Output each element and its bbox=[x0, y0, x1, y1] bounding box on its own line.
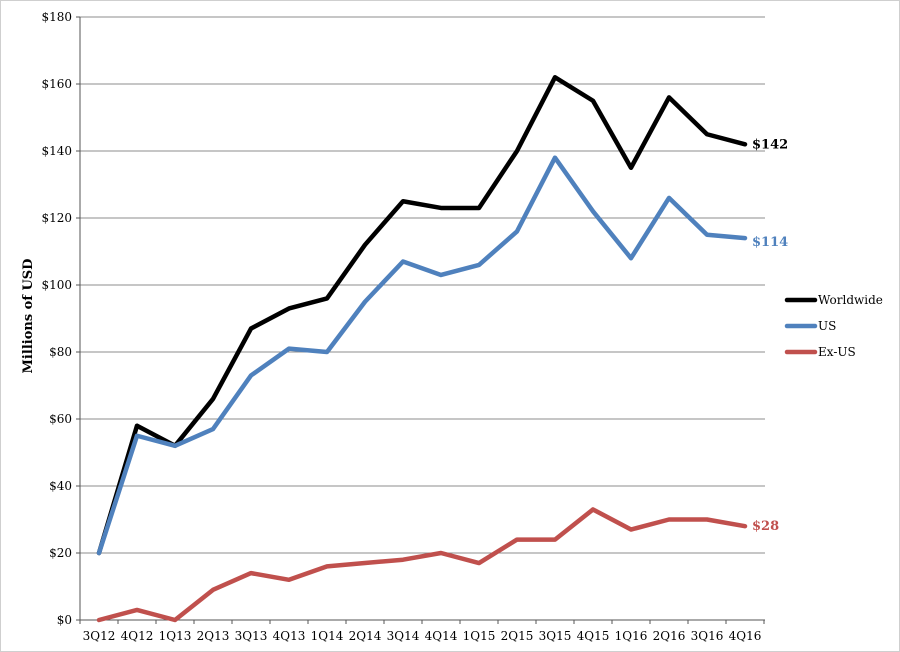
x-tick-label: 1Q15 bbox=[463, 629, 496, 643]
x-tick-label: 3Q16 bbox=[691, 629, 724, 643]
y-tick-label: $40 bbox=[49, 479, 72, 493]
series-line-us bbox=[96, 155, 748, 556]
x-tick-label: 3Q14 bbox=[387, 629, 420, 643]
end-label-worldwide: $142 bbox=[752, 137, 788, 152]
legend: Worldwide US Ex-US bbox=[784, 293, 883, 359]
x-tick-label: 4Q14 bbox=[425, 629, 458, 643]
series-line-worldwide bbox=[96, 75, 748, 556]
x-tick-label: 3Q15 bbox=[539, 629, 572, 643]
y-tick-label: $0 bbox=[57, 613, 72, 627]
y-tick-label: $100 bbox=[41, 278, 72, 292]
y-tick-label: $60 bbox=[49, 412, 72, 426]
x-tick-label: 3Q12 bbox=[83, 629, 116, 643]
end-label-ex-us: $28 bbox=[752, 519, 779, 534]
legend-label: Worldwide bbox=[818, 293, 883, 307]
y-tick-label: $80 bbox=[49, 345, 72, 359]
legend-label: Ex-US bbox=[818, 345, 856, 359]
x-tick-label: 2Q14 bbox=[349, 629, 382, 643]
legend-label: US bbox=[818, 319, 836, 333]
x-tick-label: 4Q15 bbox=[577, 629, 610, 643]
x-tick-label: 1Q13 bbox=[159, 629, 192, 643]
y-tick-label: $160 bbox=[41, 77, 72, 91]
series-line-ex-us bbox=[96, 507, 748, 623]
x-tick-label: 3Q13 bbox=[235, 629, 268, 643]
series-end-labels: $142 $114 $28 bbox=[752, 137, 788, 534]
x-tick-label: 4Q12 bbox=[121, 629, 154, 643]
x-tick-label: 2Q15 bbox=[501, 629, 534, 643]
gridlines bbox=[76, 16, 765, 624]
x-tick-label: 4Q16 bbox=[729, 629, 762, 643]
y-tick-label: $140 bbox=[41, 144, 72, 158]
x-tick-label: 2Q16 bbox=[653, 629, 686, 643]
end-label-us: $114 bbox=[752, 235, 788, 250]
x-tick-label: 4Q13 bbox=[273, 629, 306, 643]
y-axis-ticks: $0 $20 $40 $60 $80 $100 $120 $140 $160 $180 bbox=[41, 10, 72, 627]
y-tick-label: $180 bbox=[41, 10, 72, 24]
x-axis-ticks: 3Q12 4Q12 1Q13 2Q13 3Q13 4Q13 1Q14 2Q14 3Q14 4Q14… bbox=[83, 629, 762, 643]
y-tick-label: $20 bbox=[49, 546, 72, 560]
y-tick-label: $120 bbox=[41, 211, 72, 225]
x-tick-label: 2Q13 bbox=[197, 629, 230, 643]
x-tick-label: 1Q14 bbox=[311, 629, 344, 643]
x-tick-label: 1Q16 bbox=[615, 629, 648, 643]
series-lines bbox=[96, 75, 748, 623]
y-axis-label: Millions of USD bbox=[21, 259, 36, 374]
